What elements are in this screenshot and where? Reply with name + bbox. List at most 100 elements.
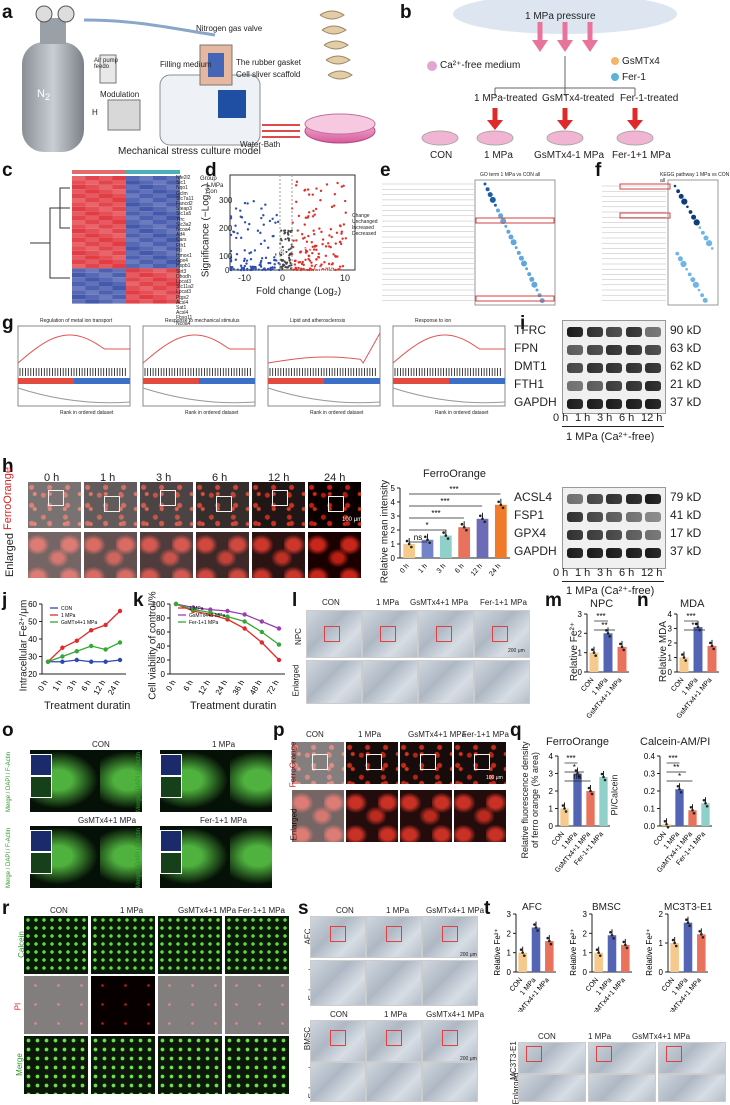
volcano-point <box>246 228 250 231</box>
l-col-1mpa: 1 MPa <box>376 598 400 607</box>
gene-slc7a11: Slc7a11 <box>321 280 350 289</box>
volcano-point <box>338 224 342 227</box>
heatmap-cell <box>166 180 180 185</box>
h-ferroorange-image <box>196 482 249 528</box>
t2-col-1mpa: 1 MPa <box>588 1032 612 1041</box>
volcano-point <box>314 207 318 211</box>
volcano-point <box>296 229 299 232</box>
heatmap-cell <box>139 198 153 203</box>
t-mc3t3-enlarged-image <box>518 1074 586 1102</box>
volcano-point <box>288 258 291 261</box>
heatmap-cell <box>139 264 153 269</box>
heatmap-cell <box>153 242 167 247</box>
y-tick-label: 3 <box>549 770 554 779</box>
heatmap-cell <box>72 268 86 273</box>
volcano-point <box>311 193 314 196</box>
y-tick-label: 0.1 <box>644 805 656 814</box>
heatmap-cell <box>85 184 99 190</box>
heatmap <box>30 170 180 304</box>
p-zoom-box <box>366 754 382 770</box>
volcano-point <box>242 266 246 270</box>
volcano-point <box>293 259 297 263</box>
heatmap-cell <box>72 281 86 286</box>
sig-label: *** <box>668 754 677 763</box>
o-stain-label-4: Merge / DAPI / F-Actin <box>136 827 142 888</box>
y-tick-label: 4 <box>391 498 396 507</box>
h-ferroorange-image <box>252 482 305 528</box>
heatmap-gene-label: Sic1 <box>176 180 186 187</box>
wb-band <box>586 381 603 391</box>
wb-protein-label: GAPDH <box>514 395 557 409</box>
wb-band <box>586 494 603 504</box>
y-tick-label: 0 <box>549 822 554 831</box>
data-point <box>686 921 690 924</box>
heatmap-cell <box>112 224 126 229</box>
heatmap-cell <box>72 215 86 220</box>
wb-band <box>625 345 642 355</box>
t-mc3t3-zoom-box <box>666 1046 682 1062</box>
bar <box>707 645 717 672</box>
r-merge-image <box>91 1036 155 1094</box>
wb-band <box>586 345 603 355</box>
heatmap-gene-label: Nqo1 <box>176 185 188 192</box>
volcano-point <box>283 232 286 235</box>
heatmap-cell <box>153 299 167 304</box>
s-afc-zoom-box <box>442 926 458 942</box>
heatmap-cell <box>85 299 99 304</box>
wb-band <box>567 363 583 373</box>
heatmap-cell <box>72 228 86 234</box>
data-point <box>577 775 581 778</box>
heatmap-cell <box>112 268 126 273</box>
t-mc3t3-zoom-box <box>526 1046 542 1062</box>
x-tick-label: 0 h <box>164 679 177 693</box>
m-title: NPC <box>590 598 614 610</box>
heatmap-gene-label: Tfrc <box>176 216 185 223</box>
volcano-point <box>328 245 331 248</box>
heatmap-cell <box>166 250 180 256</box>
data-point <box>712 647 715 651</box>
volcano-point <box>269 268 272 271</box>
gsea-curve <box>392 334 505 364</box>
gsea-frame <box>267 325 381 407</box>
kegg-dot <box>673 184 677 188</box>
gsea-xlabel-1: Rank in ordered dataset <box>60 410 114 416</box>
volcano-point <box>287 239 291 242</box>
wb-kd-label: 17 kD <box>670 526 702 540</box>
heatmap-cell <box>99 250 113 256</box>
volcano-point <box>304 258 307 261</box>
n-title: MDA <box>680 598 705 610</box>
sig-label: *** <box>431 509 440 518</box>
kegg-dot <box>678 193 684 199</box>
kegg-dot <box>688 210 693 214</box>
gsea-metric <box>392 387 506 404</box>
kegg-title: KEGG pathway 1 MPa vs CON all <box>660 172 730 184</box>
volcano-point <box>260 259 263 263</box>
volcano-point <box>303 223 306 226</box>
y-tick-label: 4 <box>668 610 673 619</box>
volcano-point <box>329 228 333 231</box>
volcano-point <box>304 216 308 219</box>
o-factin-inset <box>30 776 52 798</box>
volcano-point <box>254 267 257 270</box>
data-point <box>606 632 610 635</box>
t-mc3t3-zoom-box <box>596 1046 612 1062</box>
data-point <box>673 941 676 945</box>
heatmap-cell <box>72 294 86 300</box>
volcano-point <box>321 268 325 271</box>
heatmap-cell <box>99 259 113 264</box>
data-point <box>622 648 625 652</box>
heatmap-cell <box>139 250 153 256</box>
heatmap-cell <box>99 176 113 181</box>
water-bath-label: Water-Bath <box>240 140 281 149</box>
data-point <box>671 938 675 942</box>
bar <box>458 527 471 558</box>
heatmap-cell <box>85 250 99 256</box>
go-dotplot <box>382 179 556 306</box>
x-tick-label: 36 h <box>231 679 247 697</box>
j-xlabel: Treatment duratin <box>44 700 131 712</box>
heatmap-cell <box>139 286 153 291</box>
y-tick-label: 4 <box>549 752 554 761</box>
l-row2-label: Enlarged <box>291 664 301 697</box>
volcano-point <box>305 250 309 253</box>
heatmap-cell <box>126 233 140 238</box>
